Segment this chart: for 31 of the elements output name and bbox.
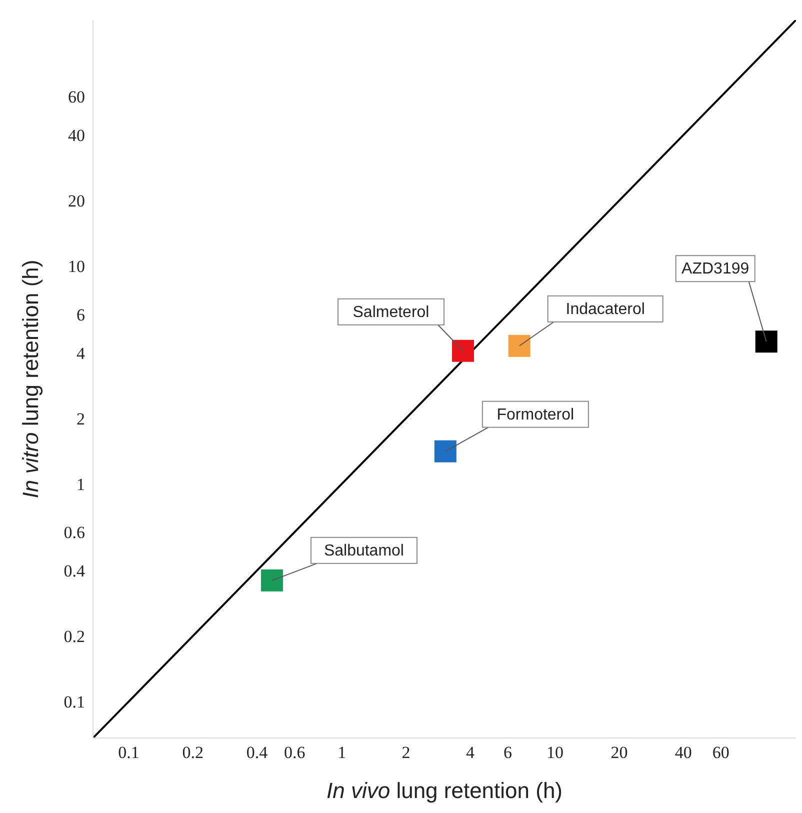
- series-label: Salmeterol: [352, 304, 430, 321]
- x-tick-label: 0.6: [284, 743, 306, 762]
- x-tick-label: 4: [466, 743, 475, 762]
- y-tick-label: 20: [68, 192, 85, 211]
- y-tick-label: 0.6: [64, 523, 85, 542]
- x-tick-label: 0.2: [182, 743, 204, 762]
- y-tick-label: 4: [76, 344, 86, 363]
- x-tick-label: 20: [610, 743, 628, 762]
- x-tick-label: 60: [712, 743, 730, 762]
- x-tick-label: 40: [674, 743, 692, 762]
- x-tick-label: 6: [504, 743, 512, 762]
- x-tick-label: 1: [338, 743, 346, 762]
- y-tick-label: 1: [76, 474, 85, 494]
- text: AZD3199: [682, 260, 750, 278]
- x-tick-label: 10: [546, 743, 564, 762]
- text: Indacaterol: [566, 300, 645, 318]
- text: Formoterol: [496, 406, 574, 424]
- x-tick-label: 0.4: [246, 743, 268, 762]
- y-tick-label: 6: [76, 305, 85, 324]
- y-axis-title: In vitro lung retention (h): [18, 260, 43, 498]
- y-tick-label: 0.4: [64, 561, 86, 580]
- y-tick-label: 0.1: [64, 692, 85, 712]
- x-axis-title: In vivo lung retention (h): [326, 778, 563, 803]
- x-tick-label: 2: [402, 743, 410, 762]
- y-tick-label: 40: [68, 126, 85, 146]
- y-tick-label: 0.2: [64, 627, 85, 646]
- y-tick-label: 60: [68, 88, 85, 107]
- text: Salbutamol: [324, 542, 404, 560]
- x-tick-label: 0.1: [118, 743, 140, 762]
- y-tick-label: 10: [68, 257, 85, 276]
- y-tick-label: 2: [76, 409, 85, 428]
